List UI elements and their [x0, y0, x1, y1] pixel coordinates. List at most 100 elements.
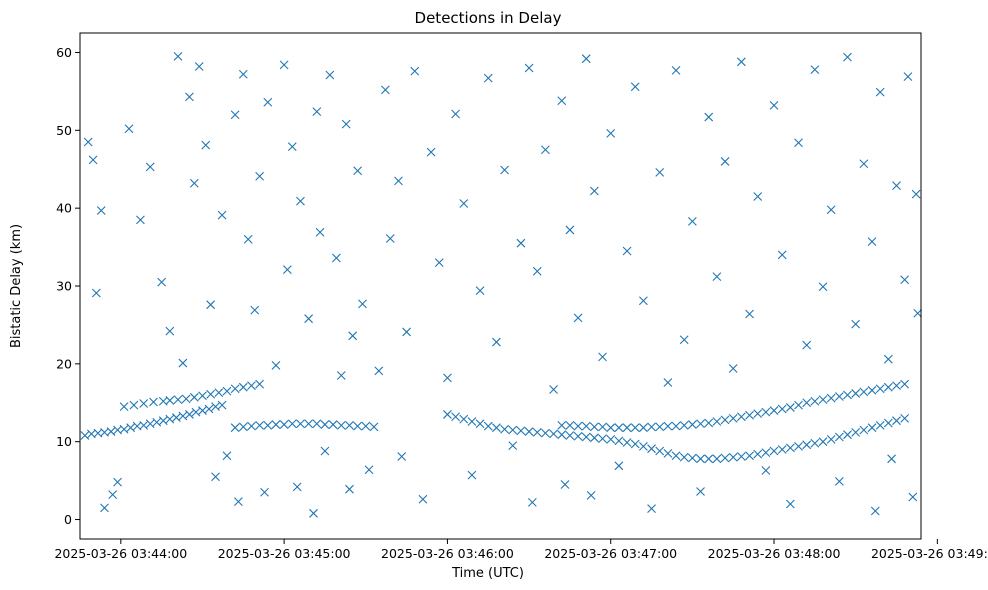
data-point [606, 434, 616, 444]
data-point [524, 427, 534, 436]
data-point [810, 396, 820, 406]
data-point [243, 234, 253, 244]
data-point [201, 140, 211, 150]
data-point [557, 430, 567, 440]
data-point [818, 282, 828, 292]
data-point [230, 110, 240, 120]
data-point [903, 72, 913, 81]
data-point [655, 422, 665, 432]
data-point [769, 446, 779, 456]
data-point [785, 499, 795, 509]
data-point [761, 407, 771, 417]
data-point [565, 420, 575, 430]
data-point [96, 206, 106, 215]
data-point [843, 430, 852, 440]
data-point [892, 381, 901, 391]
data-point [573, 421, 583, 431]
data-point [341, 119, 351, 129]
data-point [573, 313, 583, 323]
data-point [374, 366, 384, 376]
data-point [777, 250, 787, 260]
data-point [250, 305, 260, 315]
data-point [158, 416, 168, 426]
data-point [500, 424, 509, 434]
data-point [647, 444, 656, 454]
data-point [687, 420, 697, 429]
data-point [802, 440, 812, 450]
plot-area-frame [79, 32, 922, 540]
data-point [139, 420, 149, 430]
data-point [900, 413, 910, 423]
data-point [516, 426, 526, 436]
data-point [900, 379, 910, 389]
data-point [687, 453, 697, 463]
data-point [581, 421, 591, 431]
data-point [826, 434, 836, 444]
data-point [345, 484, 354, 494]
data-point [106, 427, 116, 436]
data-point [230, 384, 240, 394]
data-point [206, 389, 216, 399]
data-point [549, 385, 558, 394]
data-point [508, 441, 518, 450]
data-point [230, 423, 240, 433]
data-point [671, 65, 681, 75]
data-point [108, 490, 118, 500]
data-point [630, 82, 640, 92]
data-point [843, 52, 852, 62]
data-point [483, 421, 493, 431]
data-point [279, 420, 289, 429]
y-tick-label: 40 [56, 201, 72, 216]
data-point [586, 491, 596, 500]
data-point [590, 422, 599, 432]
data-point [671, 451, 681, 461]
data-point [883, 354, 893, 364]
data-point [851, 427, 861, 437]
data-point [818, 395, 828, 405]
data-point [451, 412, 460, 422]
data-point [728, 452, 738, 462]
data-point [696, 454, 705, 464]
data-point [475, 419, 485, 429]
data-point [663, 448, 673, 458]
data-point [173, 395, 183, 405]
data-point [211, 402, 220, 412]
data-point [336, 371, 346, 380]
data-point [145, 419, 155, 429]
data-point [467, 470, 477, 480]
data-point [794, 138, 803, 148]
data-point [859, 159, 869, 169]
data-point [369, 422, 379, 432]
data-point [320, 446, 330, 456]
data-point [785, 443, 795, 453]
data-point [234, 497, 243, 507]
data-point [794, 441, 803, 451]
data-point [565, 225, 575, 235]
data-point [606, 423, 616, 433]
data-point [380, 85, 390, 95]
data-point [614, 423, 624, 433]
data-point [292, 482, 302, 492]
data-point [451, 109, 460, 119]
data-point [320, 420, 330, 429]
data-point [119, 424, 129, 434]
data-point [834, 432, 844, 442]
data-point [794, 400, 803, 410]
data-point [214, 388, 224, 398]
data-point [590, 433, 599, 443]
data-point [173, 51, 183, 61]
data-point [687, 216, 697, 226]
data-point [753, 409, 763, 419]
data-point [622, 438, 632, 447]
data-point [557, 96, 567, 106]
data-point [189, 178, 199, 188]
data-point [397, 452, 407, 461]
data-point [217, 400, 227, 410]
data-point [247, 421, 256, 431]
data-point [557, 420, 567, 430]
data-points [80, 51, 923, 518]
data-point [870, 506, 880, 516]
data-point [532, 427, 542, 437]
data-point [165, 326, 175, 336]
data-point [459, 414, 469, 424]
